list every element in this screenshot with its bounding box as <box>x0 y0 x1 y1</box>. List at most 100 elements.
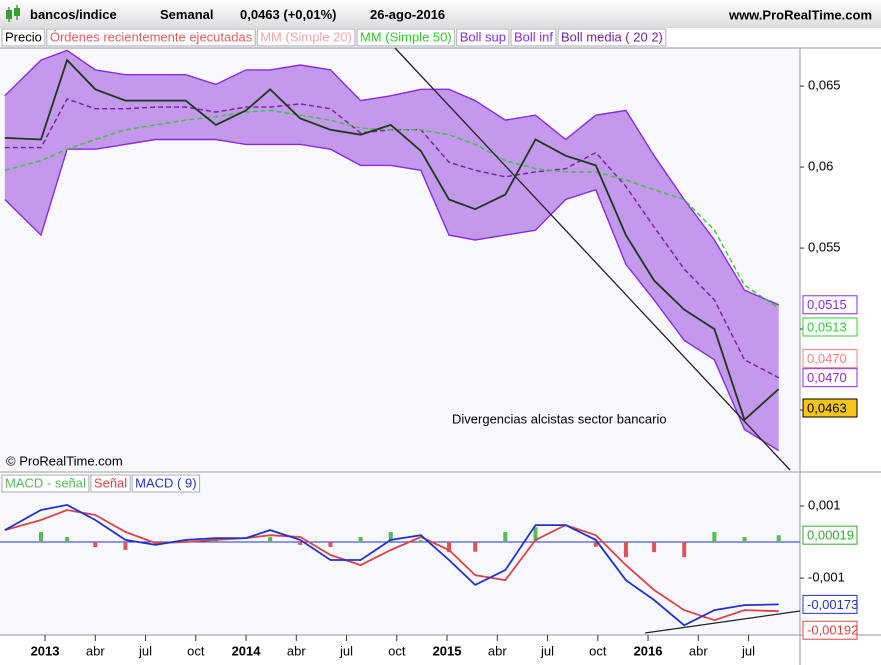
y-tick-label: -0,001 <box>808 570 845 585</box>
x-tick-label: oct <box>388 643 406 658</box>
watermark: © ProRealTime.com <box>6 453 123 468</box>
histogram-bar <box>652 542 657 553</box>
x-tick-label: abr <box>287 643 306 658</box>
value-tag <box>802 398 858 418</box>
y-tick-label: 0,055 <box>808 240 841 255</box>
x-tick-label: jul <box>741 643 755 658</box>
value-tag-label: 0,0470 <box>807 351 847 366</box>
histogram-bar <box>183 539 188 543</box>
legend-box <box>256 28 356 47</box>
histogram-bar <box>298 542 303 545</box>
date: 26-ago-2016 <box>370 7 445 22</box>
histogram-bar <box>623 542 628 558</box>
legend-box <box>90 474 131 493</box>
histogram-bar <box>776 535 781 543</box>
series-line <box>4 58 780 422</box>
legend-box <box>356 28 456 47</box>
value-tag-label: 0,0470 <box>807 370 847 385</box>
series-line <box>4 109 780 309</box>
histogram-bar <box>503 531 508 543</box>
trend-line <box>644 610 801 634</box>
overlay-layer: 0,0450,050,0550,060,0650,05150,05130,047… <box>1 28 858 658</box>
value-tag-label: 0,00019 <box>807 528 854 543</box>
value-tag <box>802 525 858 545</box>
icon <box>6 5 20 22</box>
x-tick-label: abr <box>689 643 708 658</box>
series-line <box>4 509 779 622</box>
y-tick-label: 0,001 <box>808 497 841 512</box>
subtitle: Semanal <box>160 7 213 22</box>
value-tag <box>802 317 858 337</box>
histogram-bar <box>388 531 393 543</box>
histogram-bar <box>473 542 478 552</box>
value-tag-label: -0,00192 <box>807 623 858 638</box>
y-tick-label: 0,065 <box>808 78 841 93</box>
legend-box <box>46 28 256 47</box>
legend-box <box>456 28 510 47</box>
source: www.ProRealTime.com <box>728 7 872 22</box>
histogram-bar <box>447 542 452 553</box>
histogram-bar <box>712 531 717 543</box>
x-tick-label: abr <box>86 643 105 658</box>
histogram-bar <box>682 542 687 558</box>
value-tag-label: 0,0513 <box>807 319 847 334</box>
histogram-bar <box>39 531 44 543</box>
x-tick-label: 2013 <box>31 643 60 658</box>
x-tick-label: oct <box>187 643 205 658</box>
histogram-bar <box>213 540 218 543</box>
legend-label: Precio <box>5 29 42 44</box>
histogram-bar <box>593 542 598 547</box>
value-tag <box>802 594 858 614</box>
y-tick-label: 0,06 <box>808 159 833 174</box>
bollinger-band <box>4 50 779 451</box>
legend-box <box>131 474 201 493</box>
annotation: Divergencias alcistas sector bancario <box>452 411 667 426</box>
legend-box <box>557 28 667 47</box>
histogram-bar <box>358 536 363 543</box>
legend-label: MACD - señal <box>5 475 86 490</box>
series-line <box>4 138 780 452</box>
plot-layer <box>0 49 800 627</box>
x-tick-label: 2016 <box>634 643 663 658</box>
legend-box <box>1 28 46 47</box>
trend-line <box>394 47 791 471</box>
legend-label: Boll sup <box>460 29 506 44</box>
title: bancos/indice <box>30 7 117 22</box>
title-bar <box>0 0 881 28</box>
histogram-bar <box>328 542 333 548</box>
value-tag-label: 0,0515 <box>807 297 847 312</box>
value-tag <box>802 295 858 315</box>
x-tick-label: jul <box>339 643 353 658</box>
legend-label: Órdenes recientemente ejecutadas <box>50 29 253 44</box>
header: bancos/indice Semanal 0,0463 (+0,01%) 26… <box>30 7 445 22</box>
legend-label: Señal <box>94 475 127 490</box>
histogram-bar <box>123 542 128 550</box>
x-tick-label: 2014 <box>232 643 262 658</box>
x-tick-label: abr <box>488 643 507 658</box>
value-tag <box>802 620 858 640</box>
macd-panel <box>0 475 800 635</box>
histogram-bar <box>93 542 98 548</box>
histogram-bar <box>418 540 423 543</box>
legend-box <box>1 474 90 493</box>
x-tick-label: 2015 <box>433 643 462 658</box>
series-line <box>4 49 779 306</box>
x-tick-label: jul <box>540 643 554 658</box>
x-tick-label: jul <box>138 643 152 658</box>
x-tick-label: oct <box>589 643 607 658</box>
legend-label: Boll inf <box>514 29 553 44</box>
histogram-bar <box>65 536 70 543</box>
legend-label: MACD ( 9) <box>135 475 196 490</box>
legend-box <box>510 28 557 47</box>
histogram-bar <box>742 536 747 543</box>
value-tag <box>802 349 858 369</box>
legend-label: MM (Simple 50) <box>360 29 452 44</box>
value-tag-label: -0,00173 <box>807 597 858 612</box>
series-line <box>4 503 779 627</box>
legend-label: MM (Simple 20) <box>260 29 352 44</box>
legend-label: Boll media ( 20 2) <box>561 29 663 44</box>
last-quote: 0,0463 (+0,01%) <box>240 7 336 22</box>
value-tag-label: 0,0463 <box>807 400 847 415</box>
histogram-bar <box>533 527 538 543</box>
